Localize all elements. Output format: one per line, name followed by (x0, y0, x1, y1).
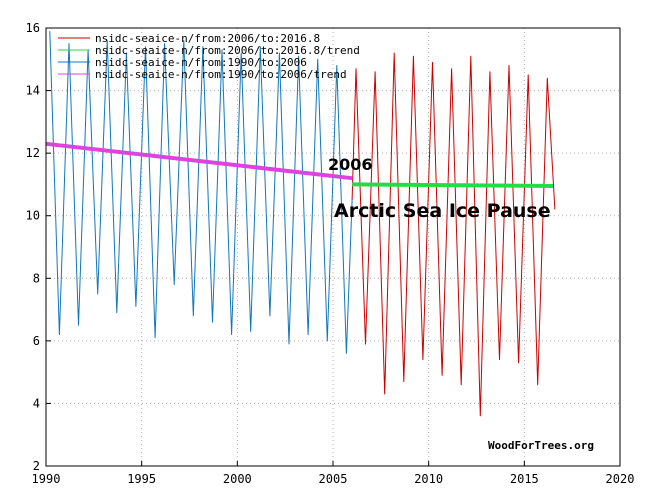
x-tick-label: 2000 (223, 472, 252, 486)
x-tick-label: 2015 (510, 472, 539, 486)
y-tick-label: 10 (26, 209, 40, 223)
y-tick-label: 4 (33, 396, 40, 410)
series-line-2006-2016 (351, 52, 556, 417)
annotation-year: 2006 (328, 155, 373, 174)
x-tick-label: 2020 (606, 472, 635, 486)
y-tick-label: 8 (33, 271, 40, 285)
y-tick-label: 12 (26, 146, 40, 160)
x-tick-label: 1990 (32, 472, 61, 486)
x-tick-label: 1995 (127, 472, 156, 486)
series-line-1990-2006 (49, 31, 353, 354)
y-tick-label: 14 (26, 84, 40, 98)
y-tick-label: 16 (26, 21, 40, 35)
x-tick-label: 2005 (319, 472, 348, 486)
legend: nsidc-seaice-n/from:2006/to:2016.8 nsidc… (58, 32, 360, 81)
x-tick-label: 2010 (414, 472, 443, 486)
legend-label-2006-2016: nsidc-seaice-n/from:2006/to:2016.8 (95, 32, 320, 45)
y-tick-label: 2 (33, 459, 40, 473)
series-line-1990-2006-trend (45, 141, 353, 181)
series-line-2006-2016-trend (352, 182, 554, 188)
legend-label-1990-2006-trend: nsidc-seaice-n/from:1990/to:2006/trend (95, 68, 347, 81)
y-tick-label: 6 (33, 334, 40, 348)
legend-label-1990-2006: nsidc-seaice-n/from:1990/to:2006 (95, 56, 307, 69)
axis-ticks: 1990 1995 2000 2005 2010 2015 2020 2 4 6 8 10 12 14 16 (26, 21, 635, 486)
annotation-title: Arctic Sea Ice Pause (334, 200, 551, 222)
series-group (45, 31, 556, 417)
legend-label-2006-2016-trend: nsidc-seaice-n/from:2006/to:2016.8/trend (95, 44, 360, 57)
credit-text: WoodForTrees.org (488, 439, 594, 452)
